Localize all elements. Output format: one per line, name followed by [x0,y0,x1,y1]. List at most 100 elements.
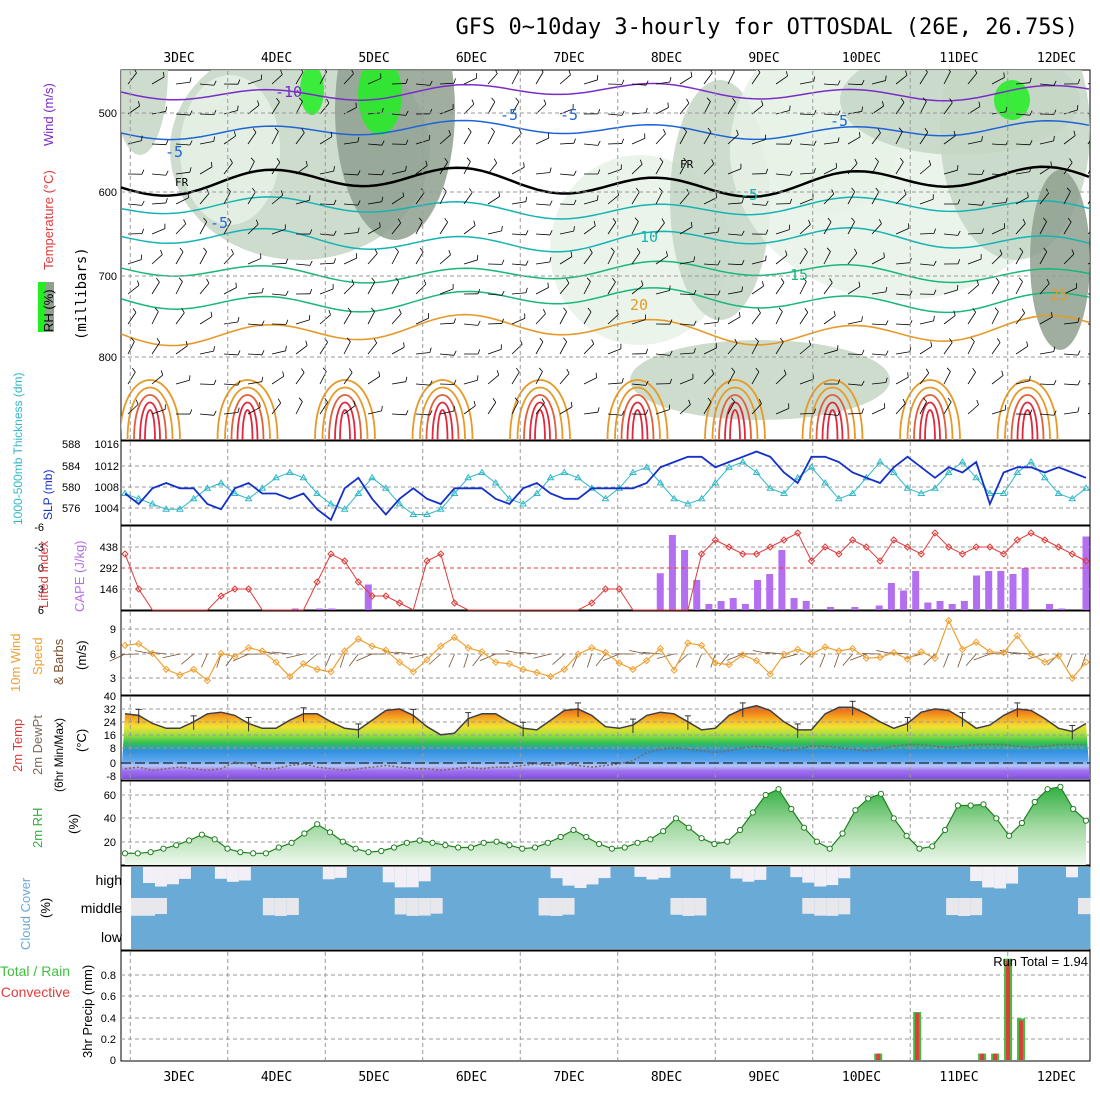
warm-contour [711,386,759,440]
wind-barb [823,413,838,416]
thickness-marker [217,479,225,486]
cloud-cell-clear [394,898,408,915]
tick-label: 700 [99,271,117,283]
wind-barb-flag [621,110,625,116]
isotherm-label: -5 [210,214,228,232]
cape-bar [924,602,932,610]
wind-barb [199,316,213,325]
wind-barb [247,381,262,385]
wind-barb [751,203,766,206]
wind-barb-flag [206,278,210,284]
wind-barb-flag [762,281,764,287]
wind-barb-flag [250,157,255,162]
wind-barb [847,163,858,175]
wind-barb-flag [518,128,522,134]
wind-barb [631,164,643,175]
wind-barb-flag [813,109,817,115]
cape-bar [778,550,786,610]
wind-barb-flag [813,168,816,174]
wind-barb [223,287,237,295]
warm-contour [1016,401,1039,440]
cape-bar [973,575,981,610]
rh-marker [314,821,321,828]
wind-barb [247,406,261,415]
wind-barb [343,341,351,355]
wind-barb [559,74,571,85]
wind-barb-flag [516,70,519,72]
wind-barb [967,312,976,325]
wind-barb-flag [189,375,191,381]
thickness-marker [368,473,376,481]
day-label-bottom: 4DEC [261,1070,292,1085]
li-marker [697,550,706,558]
li-marker [354,578,363,586]
ylabel-precip: 3hr Precip (mm) [80,965,95,1058]
wind-barb-flag [1053,410,1057,416]
wind-barb [271,131,279,145]
tick-label: 6 [110,649,116,661]
wind-barb [151,281,160,295]
cape-bar [766,574,774,610]
wind-barb-flag [203,247,207,252]
cloud-cell-clear [430,898,444,914]
wind-barb [367,342,378,355]
wind-barb-flag [707,127,712,133]
rh-marker [967,802,974,809]
wind-barb [286,653,304,659]
rh-marker [326,829,334,836]
wind-barb-flag [165,106,168,112]
wind-barb [1039,221,1047,235]
wind-marker [354,635,363,643]
wind-barb-flag [686,98,690,104]
rh-grid [121,782,1090,864]
isotherm-label: -5 [500,106,518,124]
ylabel-2m-dewpt: 2m DewPt [30,715,45,775]
wind-barb [583,199,598,205]
wind-barb-flag [710,70,713,73]
wind-marker [148,649,157,658]
cape-bar [328,608,336,610]
wind-barb [295,345,308,355]
tick-label: 40 [104,691,116,703]
wind-barb-flag [1077,407,1080,413]
wind-barb-flag [138,101,140,107]
wind-barb-flag [322,367,327,372]
isotherm-label: -10 [275,83,302,101]
isotherm [121,196,1090,220]
wind-barb [967,284,979,295]
wind-barb [199,383,215,385]
cloud-cell-clear [814,867,827,887]
warm-contour [436,409,449,440]
wind-barb [583,311,592,325]
li-marker [725,543,733,551]
wind-barb-flag [573,170,577,176]
wind-barb [535,71,544,85]
cloud-cell [886,867,899,949]
rh-marker [595,840,603,848]
rh-marker [570,826,577,834]
cloud-cell [706,867,719,949]
cloud-cell [1066,867,1079,949]
wind-barb-flag [165,170,169,176]
wind-barb [1015,312,1025,325]
cloud-cell-clear [238,867,252,881]
li-marker [917,550,925,558]
li-marker [766,543,774,551]
rh-marker [711,840,718,848]
wind-barb-flag [515,97,520,103]
wind-barb [463,192,473,205]
ylabel-cape: CAPE (J/kg) [72,540,87,612]
wind-barb-flag [471,99,475,105]
rh-marker [788,805,795,813]
cloud-cell-clear [838,867,851,879]
wind-barb-flag [233,131,236,137]
wind-barb [439,222,448,235]
cloud-cell-clear [154,898,168,915]
wind-barb [199,350,214,355]
day-label-bottom: 9DEC [748,1070,779,1085]
warm-contour [906,386,954,440]
wind-barb [1039,166,1052,175]
cape-bar [948,604,956,610]
wind-barb-flag [851,217,855,222]
wind-barb-flag [861,349,865,355]
